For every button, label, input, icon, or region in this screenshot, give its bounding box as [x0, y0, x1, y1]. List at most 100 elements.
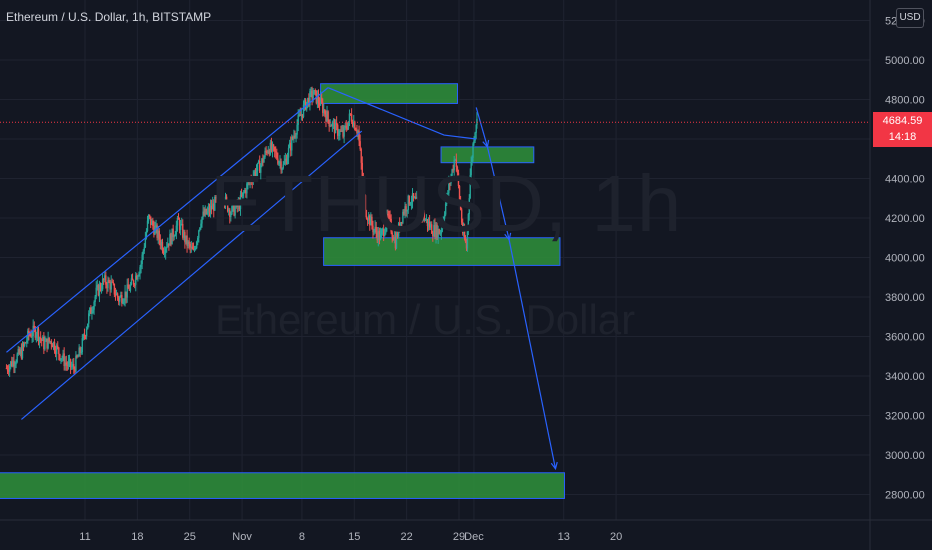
candle-body [244, 189, 246, 193]
candle-body [460, 209, 463, 223]
candle-body [374, 226, 376, 230]
candle-body [380, 230, 383, 234]
candle-body [140, 263, 142, 268]
candle-body [361, 162, 363, 177]
candle-body [329, 125, 331, 127]
candle-body [206, 211, 209, 215]
candle-body [132, 280, 135, 285]
candle-body [129, 284, 132, 291]
candle-body [249, 179, 251, 183]
candle-body [42, 336, 44, 341]
candle-body [404, 206, 406, 214]
candle-body [438, 229, 440, 235]
candle-body [340, 130, 342, 132]
candle-body [163, 253, 166, 255]
candle-body [124, 291, 126, 301]
candle-body [405, 206, 407, 212]
candle-body [46, 338, 48, 349]
candle-body [7, 370, 10, 372]
candle-body [45, 338, 47, 342]
watermark-name: Ethereum / U.S. Dollar [215, 296, 636, 343]
candle-body [418, 199, 420, 203]
candle-body [126, 284, 128, 298]
candle-body [33, 325, 35, 329]
x-tick-label: 22 [401, 531, 413, 543]
candle-body [270, 142, 273, 151]
candle-body [363, 184, 366, 196]
candle-body [294, 135, 296, 137]
y-tick-label: 3200.00 [885, 411, 925, 423]
candle-body [282, 164, 284, 169]
candle-body [292, 137, 294, 139]
x-tick-label: 18 [131, 531, 143, 543]
candle-body [284, 158, 287, 162]
candle-body [293, 135, 295, 139]
candle-body [397, 223, 400, 237]
candle-body [20, 349, 23, 359]
candle-body [443, 214, 446, 219]
candle-body [283, 161, 285, 165]
candle-body [452, 169, 454, 171]
candle-body [174, 234, 176, 237]
symbol-title: Ethereum / U.S. Dollar, 1h, BITSTAMP [6, 10, 212, 24]
candle-body [97, 285, 100, 296]
candle-body [147, 214, 150, 221]
candle-body [193, 248, 196, 250]
candle-body [287, 147, 290, 158]
candle-body [301, 114, 304, 117]
y-tick-label: 4800.00 [885, 95, 925, 107]
candle-body [228, 209, 230, 212]
candle-body [220, 200, 222, 205]
candle-body [187, 241, 189, 246]
candle-body [64, 362, 66, 367]
candle-body [229, 209, 231, 217]
y-tick-label: 3600.00 [885, 332, 925, 344]
candle-body [22, 344, 25, 346]
candle-body [323, 109, 325, 113]
candle-body [117, 297, 120, 302]
candle-body [104, 275, 106, 281]
candle-body [204, 208, 206, 216]
candle-body [78, 347, 80, 357]
candle-body [145, 231, 148, 239]
candle-body [296, 124, 298, 135]
candle-body [35, 334, 38, 338]
candle-body [349, 113, 352, 115]
candle-body [409, 203, 412, 205]
candle-body [417, 196, 419, 200]
candle-body [54, 350, 57, 355]
zone-support [323, 237, 561, 266]
candle-body [178, 219, 181, 230]
candle-body [188, 241, 190, 244]
y-tick-label: 3000.00 [885, 450, 925, 462]
candle-body [266, 151, 268, 154]
candle-body [226, 200, 229, 212]
candle-body [177, 217, 180, 220]
candle-body [41, 339, 43, 341]
candle-body [123, 300, 125, 303]
candle-body [465, 242, 468, 249]
candle-body [224, 196, 227, 206]
candle-body [250, 179, 252, 182]
candle-body [52, 342, 55, 348]
candle-body [179, 224, 182, 230]
candle-body [13, 360, 15, 367]
candle-body [88, 313, 90, 324]
x-tick-label: 13 [558, 531, 570, 543]
candle-body [241, 192, 244, 197]
candle-body [459, 199, 462, 210]
candle-body [200, 223, 202, 228]
candle-body [101, 278, 104, 290]
candle-body [146, 220, 149, 232]
candle-body [218, 195, 220, 197]
candle-body [141, 254, 143, 264]
candle-body [393, 236, 396, 241]
candle-body [183, 231, 185, 238]
candle-body [311, 90, 313, 99]
candle-body [234, 207, 236, 216]
candle-body [214, 196, 216, 211]
currency-button[interactable]: USD [896, 8, 924, 28]
candle-body [248, 181, 250, 183]
candle-body [295, 134, 297, 137]
